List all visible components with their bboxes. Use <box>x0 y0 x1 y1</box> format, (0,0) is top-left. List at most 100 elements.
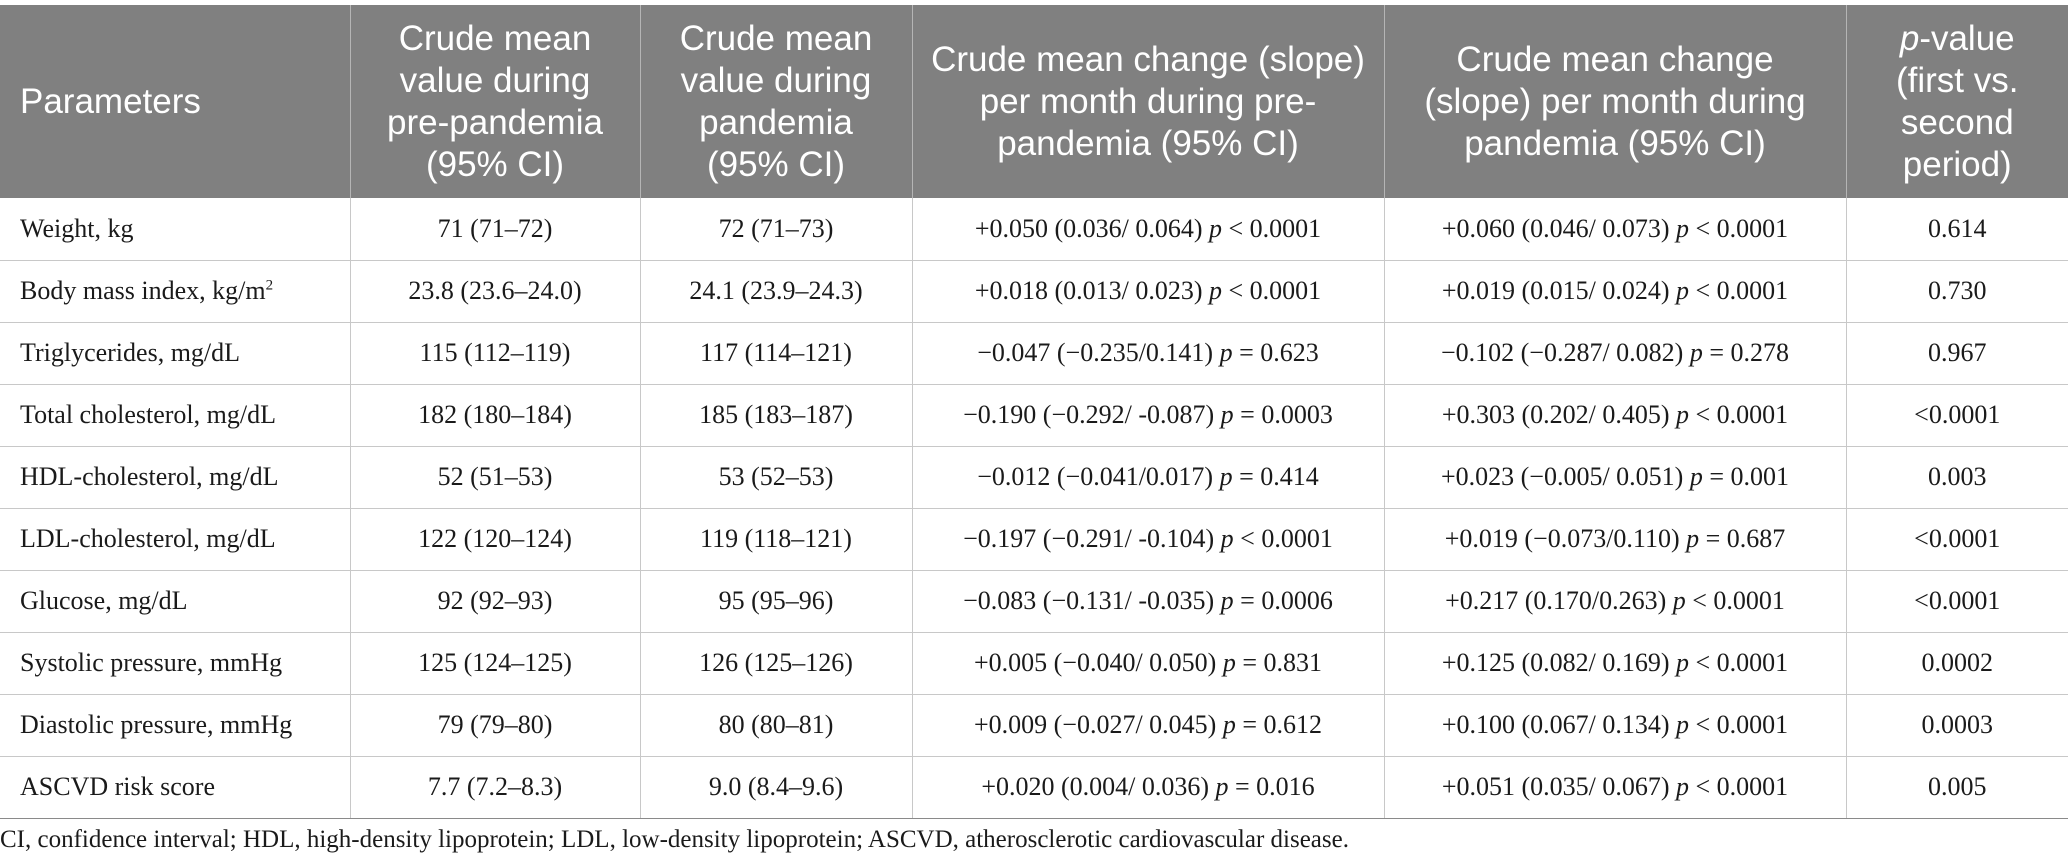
table-row: Systolic pressure, mmHg 125 (124–125) 126 … <box>0 632 2068 695</box>
cell-pvalue: 0.003 <box>1846 446 2068 509</box>
slope-pre-value: +0.050 (0.036/ 0.064) <box>974 213 1203 243</box>
p-symbol: p <box>1676 400 1690 429</box>
cell-mean-pre: 79 (79–80) <box>350 694 641 757</box>
slope-pre-p: < 0.0001 <box>1240 524 1333 553</box>
slope-pre-value: +0.009 (−0.027/ 0.045) <box>973 710 1217 739</box>
cell-slope-pre: +0.009 (−0.027/ 0.045) p = 0.612 <box>912 694 1385 757</box>
slope-pandemia-value: +0.303 (0.202/ 0.405) <box>1441 400 1670 429</box>
p-symbol: p <box>1209 213 1223 243</box>
cell-slope-pre: −0.197 (−0.291/ -0.104) p < 0.0001 <box>912 508 1385 571</box>
p-symbol: p <box>1686 524 1700 553</box>
cell-pvalue: 0.967 <box>1846 322 2068 385</box>
cell-mean-pre: 115 (112–119) <box>350 322 641 385</box>
cell-parameter: Body mass index, kg/m2 <box>0 260 351 323</box>
header-pvalue-italic-p: p <box>1899 18 1920 58</box>
parameter-label: Total cholesterol, mg/dL <box>20 400 276 429</box>
results-table: Parameters Crude mean value during pre-p… <box>0 5 2068 819</box>
table-row: Diastolic pressure, mmHg 79 (79–80) 80 (80… <box>0 694 2068 757</box>
cell-mean-pandemia: 9.0 (8.4–9.6) <box>640 756 913 819</box>
slope-pandemia-p: = 0.687 <box>1705 524 1786 553</box>
header-parameters: Parameters <box>0 5 351 198</box>
slope-pre-p: = 0.414 <box>1239 462 1319 491</box>
cell-slope-pre: −0.190 (−0.292/ -0.087) p = 0.0003 <box>912 384 1385 447</box>
slope-pandemia-p: < 0.0001 <box>1695 648 1789 677</box>
cell-parameter: HDL-cholesterol, mg/dL <box>0 446 351 509</box>
cell-mean-pre: 182 (180–184) <box>350 384 641 447</box>
parameter-label: ASCVD risk score <box>20 772 215 801</box>
p-symbol: p <box>1220 400 1234 429</box>
table-row: Triglycerides, mg/dL 115 (112–119) 117 (11… <box>0 322 2068 385</box>
slope-pandemia-p: < 0.0001 <box>1695 710 1789 739</box>
parameter-label: LDL-cholesterol, mg/dL <box>20 524 276 553</box>
header-pvalue: p-value (first vs. second period) <box>1846 5 2068 198</box>
header-pvalue-rest: -value (first vs. second period) <box>1896 18 2019 184</box>
parameter-label: Weight, kg <box>20 213 134 243</box>
slope-pandemia-value: +0.019 (−0.073/0.110) <box>1444 524 1680 553</box>
slope-pandemia-p: < 0.0001 <box>1695 276 1789 305</box>
slope-pandemia-value: +0.125 (0.082/ 0.169) <box>1441 648 1670 677</box>
cell-mean-pandemia: 126 (125–126) <box>640 632 913 695</box>
p-symbol: p <box>1219 338 1233 367</box>
cell-slope-pre: +0.005 (−0.040/ 0.050) p = 0.831 <box>912 632 1385 695</box>
slope-pandemia-value: +0.100 (0.067/ 0.134) <box>1441 710 1670 739</box>
table-row: Total cholesterol, mg/dL 182 (180–184) 185… <box>0 384 2068 447</box>
table-row: ASCVD risk score 7.7 (7.2–8.3) 9.0 (8.4–9.… <box>0 756 2068 819</box>
cell-mean-pandemia: 53 (52–53) <box>640 446 913 509</box>
slope-pre-value: −0.197 (−0.291/ -0.104) <box>963 524 1215 553</box>
cell-slope-pandemia: +0.051 (0.035/ 0.067) p < 0.0001 <box>1384 756 1847 819</box>
p-symbol: p <box>1676 648 1690 677</box>
cell-slope-pandemia: +0.125 (0.082/ 0.169) p < 0.0001 <box>1384 632 1847 695</box>
cell-slope-pre: +0.050 (0.036/ 0.064) p < 0.0001 <box>912 198 1385 261</box>
cell-pvalue: <0.0001 <box>1846 384 2068 447</box>
p-symbol: p <box>1220 586 1234 615</box>
cell-slope-pandemia: +0.023 (−0.005/ 0.051) p = 0.001 <box>1384 446 1847 509</box>
cell-mean-pandemia: 24.1 (23.9–24.3) <box>640 260 913 323</box>
cell-slope-pandemia: +0.060 (0.046/ 0.073) p < 0.0001 <box>1384 198 1847 261</box>
slope-pre-p: = 0.016 <box>1235 772 1315 801</box>
cell-parameter: Systolic pressure, mmHg <box>0 632 351 695</box>
p-symbol: p <box>1219 462 1233 491</box>
table-row: Body mass index, kg/m2 23.8 (23.6–24.0) 24… <box>0 260 2068 323</box>
table-row: Glucose, mg/dL 92 (92–93) 95 (95–96) −0.083… <box>0 570 2068 633</box>
cell-parameter: Diastolic pressure, mmHg <box>0 694 351 757</box>
slope-pre-p: < 0.0001 <box>1228 213 1322 243</box>
p-symbol: p <box>1689 462 1703 491</box>
cell-pvalue: 0.730 <box>1846 260 2068 323</box>
cell-mean-pre: 52 (51–53) <box>350 446 641 509</box>
slope-pre-p: = 0.623 <box>1239 338 1319 367</box>
slope-pre-p: = 0.0003 <box>1240 400 1333 429</box>
cell-mean-pandemia: 119 (118–121) <box>640 508 913 571</box>
cell-slope-pre: +0.018 (0.013/ 0.023) p < 0.0001 <box>912 260 1385 323</box>
p-symbol: p <box>1676 276 1690 305</box>
cell-parameter: LDL-cholesterol, mg/dL <box>0 508 351 571</box>
parameter-label: Body mass index, kg/m <box>20 276 266 305</box>
slope-pandemia-p: < 0.0001 <box>1695 772 1789 801</box>
header-slope-pandemia: Crude mean change (slope) per month duri… <box>1384 5 1847 198</box>
cell-slope-pandemia: +0.303 (0.202/ 0.405) p < 0.0001 <box>1384 384 1847 447</box>
results-table-container: Parameters Crude mean value during pre-p… <box>0 5 2068 819</box>
cell-slope-pre: −0.047 (−0.235/0.141) p = 0.623 <box>912 322 1385 385</box>
cell-slope-pre: −0.012 (−0.041/0.017) p = 0.414 <box>912 446 1385 509</box>
p-symbol: p <box>1676 710 1690 739</box>
cell-parameter: Weight, kg <box>0 198 351 261</box>
table-body: Weight, kg 71 (71–72) 72 (71–73) +0.050 (0.… <box>0 198 2068 819</box>
header-crude-mean-pandemia: Crude mean value during pandemia (95% CI… <box>640 5 913 198</box>
slope-pandemia-value: −0.102 (−0.287/ 0.082) <box>1440 338 1684 367</box>
cell-slope-pandemia: +0.100 (0.067/ 0.134) p < 0.0001 <box>1384 694 1847 757</box>
slope-pandemia-value: +0.051 (0.035/ 0.067) <box>1441 772 1670 801</box>
cell-pvalue: 0.0002 <box>1846 632 2068 695</box>
cell-mean-pandemia: 185 (183–187) <box>640 384 913 447</box>
parameter-label: Triglycerides, mg/dL <box>20 338 241 367</box>
slope-pandemia-p: < 0.0001 <box>1692 586 1785 615</box>
header-slope-pre: Crude mean change (slope) per month duri… <box>912 5 1385 198</box>
parameter-label: Glucose, mg/dL <box>20 586 188 615</box>
cell-parameter: ASCVD risk score <box>0 756 351 819</box>
table-row: Weight, kg 71 (71–72) 72 (71–73) +0.050 (0.… <box>0 198 2068 261</box>
parameter-label: Diastolic pressure, mmHg <box>20 710 293 739</box>
cell-pvalue: 0.005 <box>1846 756 2068 819</box>
p-symbol: p <box>1676 213 1690 243</box>
slope-pre-value: −0.047 (−0.235/0.141) <box>977 338 1214 367</box>
cell-mean-pandemia: 95 (95–96) <box>640 570 913 633</box>
slope-pandemia-p: < 0.0001 <box>1695 213 1789 243</box>
cell-parameter: Total cholesterol, mg/dL <box>0 384 351 447</box>
